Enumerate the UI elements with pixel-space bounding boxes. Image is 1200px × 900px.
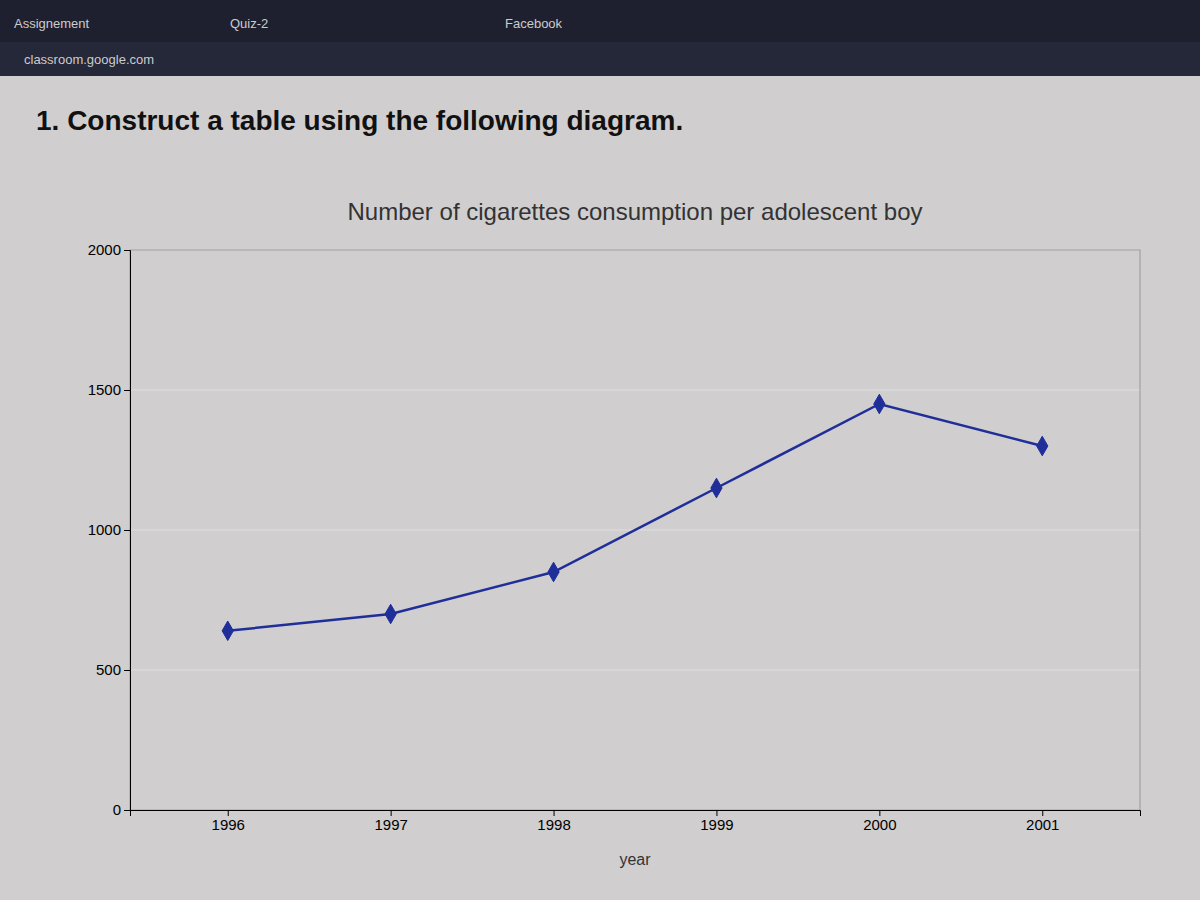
x-tick: 1997 bbox=[374, 810, 407, 833]
browser-text: Facebook bbox=[505, 16, 563, 31]
y-tick-label: 2000 bbox=[88, 241, 121, 258]
browser-bar bbox=[0, 0, 1200, 76]
y-tick-label: 500 bbox=[96, 661, 121, 678]
browser-text: Assignement bbox=[14, 16, 90, 31]
y-tick: 2000 bbox=[88, 241, 130, 258]
data-point bbox=[385, 604, 396, 624]
x-tick-label: 1996 bbox=[212, 816, 245, 833]
chart-svg: 1. Construct a table using the following… bbox=[0, 0, 1200, 900]
x-tick-label: 1999 bbox=[700, 816, 733, 833]
y-tick-label: 1500 bbox=[88, 381, 121, 398]
x-axis-line bbox=[131, 811, 1141, 817]
x-tick-label: 1997 bbox=[374, 816, 407, 833]
x-tick-label: 2000 bbox=[863, 816, 896, 833]
y-tick-label: 0 bbox=[113, 801, 121, 818]
data-point bbox=[711, 478, 722, 498]
y-tick: 500 bbox=[96, 661, 130, 678]
data-line bbox=[228, 404, 1043, 631]
x-axis: 1996 1997 1998 1999 2000 2001 bbox=[131, 810, 1141, 833]
grid bbox=[130, 250, 1140, 810]
x-tick: 1999 bbox=[700, 810, 733, 833]
data-point bbox=[222, 621, 233, 641]
x-tick: 1996 bbox=[212, 810, 245, 833]
x-axis-title: year bbox=[619, 851, 651, 868]
y-tick: 1000 bbox=[88, 521, 130, 538]
x-tick-label: 1998 bbox=[537, 816, 570, 833]
y-tick: 0 bbox=[113, 801, 130, 818]
y-tick-label: 1000 bbox=[88, 521, 121, 538]
address-bar bbox=[0, 42, 1200, 76]
y-axis-line bbox=[124, 251, 131, 811]
y-tick-mark bbox=[124, 530, 130, 531]
grid-line bbox=[130, 670, 1140, 671]
y-tick-mark bbox=[124, 810, 130, 811]
x-tick: 1998 bbox=[537, 810, 570, 833]
question-text: 1. Construct a table using the following… bbox=[36, 105, 683, 136]
y-tick-mark bbox=[124, 390, 130, 391]
y-tick: 1500 bbox=[88, 381, 130, 398]
marks bbox=[222, 394, 1048, 640]
x-tick-label: 2001 bbox=[1026, 816, 1059, 833]
x-tick: 2000 bbox=[863, 810, 896, 833]
data-point bbox=[874, 394, 885, 414]
data-point bbox=[548, 562, 559, 582]
y-axis: 0 500 1000 1500 2000 bbox=[88, 241, 131, 818]
grid-line bbox=[130, 390, 1140, 391]
browser-text: classroom.google.com bbox=[24, 52, 154, 67]
browser-text: Quiz-2 bbox=[230, 16, 268, 31]
y-tick-mark bbox=[124, 670, 130, 671]
data-point bbox=[1037, 436, 1048, 456]
chart-title: Number of cigarettes consumption per ado… bbox=[348, 198, 923, 225]
plot: 1996 1997 1998 1999 2000 2001 0 500 1000 1500 2000… bbox=[88, 241, 1141, 868]
y-tick-mark bbox=[124, 250, 130, 251]
plot-frame bbox=[130, 250, 1140, 810]
x-tick: 2001 bbox=[1026, 810, 1059, 833]
